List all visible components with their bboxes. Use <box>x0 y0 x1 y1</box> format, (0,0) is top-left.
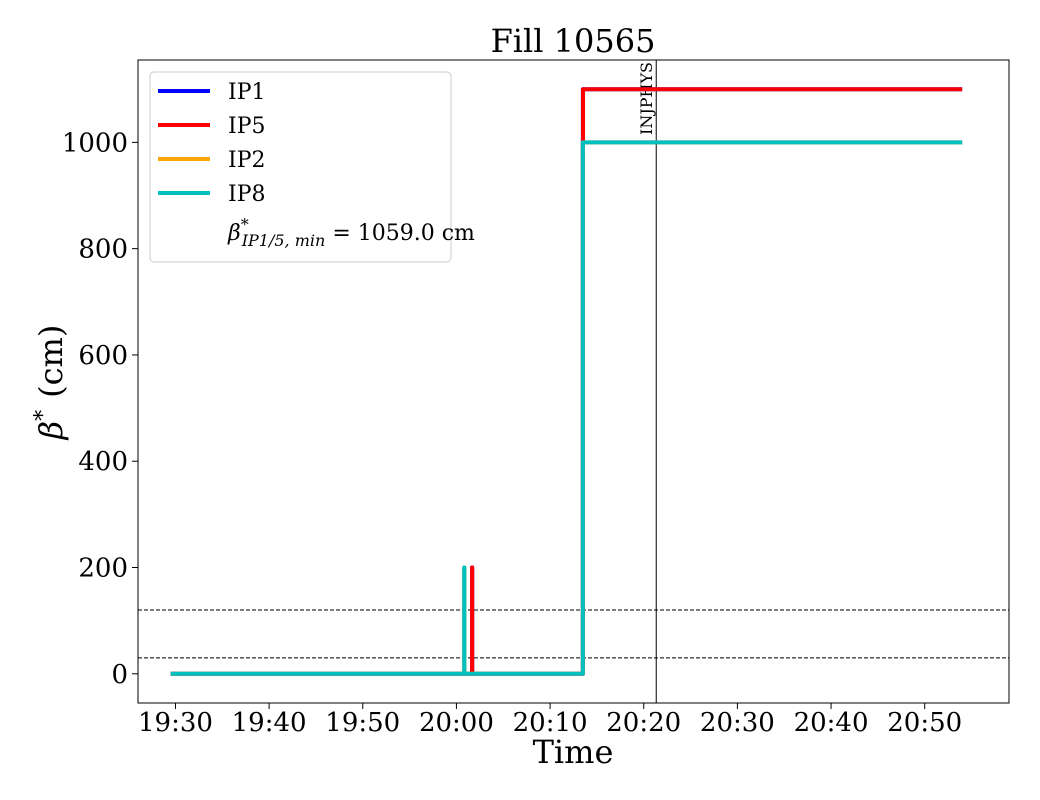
legend-beta-superscript: * <box>241 215 249 234</box>
y-tick-label: 200 <box>78 553 128 583</box>
x-tick-label: 20:50 <box>887 708 962 738</box>
y-tick-label: 400 <box>78 447 128 477</box>
x-tick-label: 20:40 <box>794 708 869 738</box>
x-tick-label: 20:30 <box>700 708 775 738</box>
plot-area: INJPHYS <box>138 60 1009 703</box>
y-tick-label: 600 <box>78 341 128 371</box>
y-axis: 0 200 400 600 800 1000 <box>62 128 138 690</box>
x-tick-label: 20:10 <box>513 708 588 738</box>
legend-entries: IP1 IP5 IP2 IP8 <box>158 80 266 207</box>
x-axis-title: Time <box>533 733 614 771</box>
legend-label-ip2: IP2 <box>228 148 266 173</box>
y-axis-title-symbol: β <box>32 421 70 441</box>
legend-label-ip5: IP5 <box>228 114 266 139</box>
x-axis: 19:30 19:40 19:50 20:00 20:10 20:20 20:30 20:40… <box>138 703 962 738</box>
legend-beta-value: = 1059.0 cm <box>325 221 475 246</box>
y-axis-title-unit: (cm) <box>32 325 70 398</box>
legend-label-ip1: IP1 <box>228 80 266 105</box>
mode-marker-label: INJPHYS <box>637 62 656 135</box>
series-line-ip8 <box>170 140 963 676</box>
legend-beta-symbol: β <box>227 221 241 246</box>
x-tick-label: 19:40 <box>232 708 307 738</box>
y-tick-label: 0 <box>111 660 128 690</box>
legend-box <box>149 71 452 263</box>
y-axis-title: β* (cm) <box>31 325 70 441</box>
x-tick-label: 20:20 <box>606 708 681 738</box>
legend-beta-subscript: IP1/5, min <box>241 231 326 250</box>
x-tick-label: 19:30 <box>138 708 213 738</box>
legend-label-ip8: IP8 <box>228 182 266 207</box>
plot-frame <box>137 59 1010 704</box>
legend: IP1 IP5 IP2 IP8 β* IP1/5, min = 1059.0 cm <box>149 71 475 263</box>
x-tick-label: 20:00 <box>419 708 494 738</box>
y-tick-label: 1000 <box>62 128 128 158</box>
x-tick-label: 19:50 <box>325 708 400 738</box>
y-tick-label: 800 <box>78 235 128 265</box>
y-axis-title-superscript: * <box>31 410 56 421</box>
legend-beta-min: β* IP1/5, min = 1059.0 cm <box>227 215 475 250</box>
chart-title: Fill 10565 <box>491 22 656 60</box>
